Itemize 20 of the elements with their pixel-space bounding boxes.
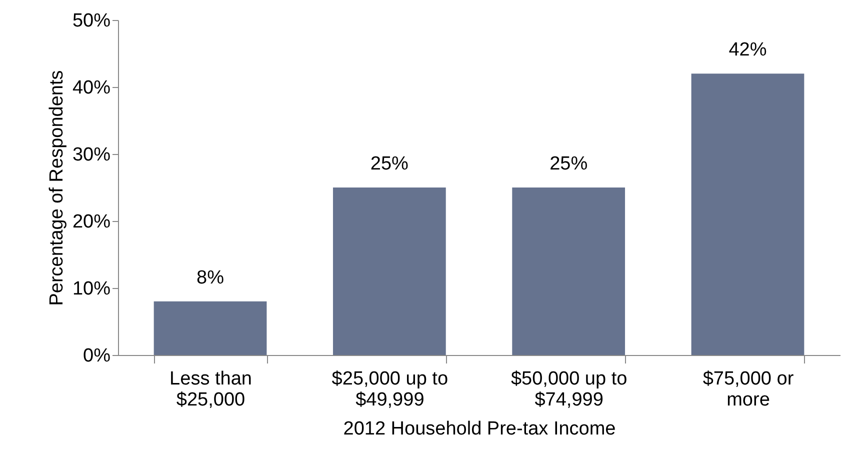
bar — [332, 188, 446, 355]
data-label: 8% — [196, 267, 224, 288]
data-label: 25% — [550, 154, 588, 174]
y-tick-label: 30% — [72, 144, 111, 166]
data-label: 42% — [728, 40, 767, 61]
y-tick-label: 0% — [83, 346, 111, 366]
data-label: 25% — [370, 154, 409, 174]
y-axis-title: Percentage of Respondents — [46, 70, 68, 306]
x-tick-label: $25,000 up to $49,999 — [332, 368, 448, 410]
y-tick-label: 50% — [72, 10, 111, 32]
x-tick-label: Less than $25,000 — [170, 368, 252, 410]
x-tick-label: $75,000 or more — [702, 368, 794, 410]
y-tick-label: 10% — [72, 278, 111, 300]
bar — [512, 188, 626, 355]
y-tick-label: 20% — [72, 212, 111, 232]
bar — [691, 74, 804, 355]
bar — [154, 301, 267, 355]
y-tick-label: 40% — [72, 78, 111, 98]
x-axis-title: 2012 Household Pre-tax Income — [343, 418, 616, 440]
x-tick-label: $50,000 up to $74,999 — [510, 368, 628, 410]
